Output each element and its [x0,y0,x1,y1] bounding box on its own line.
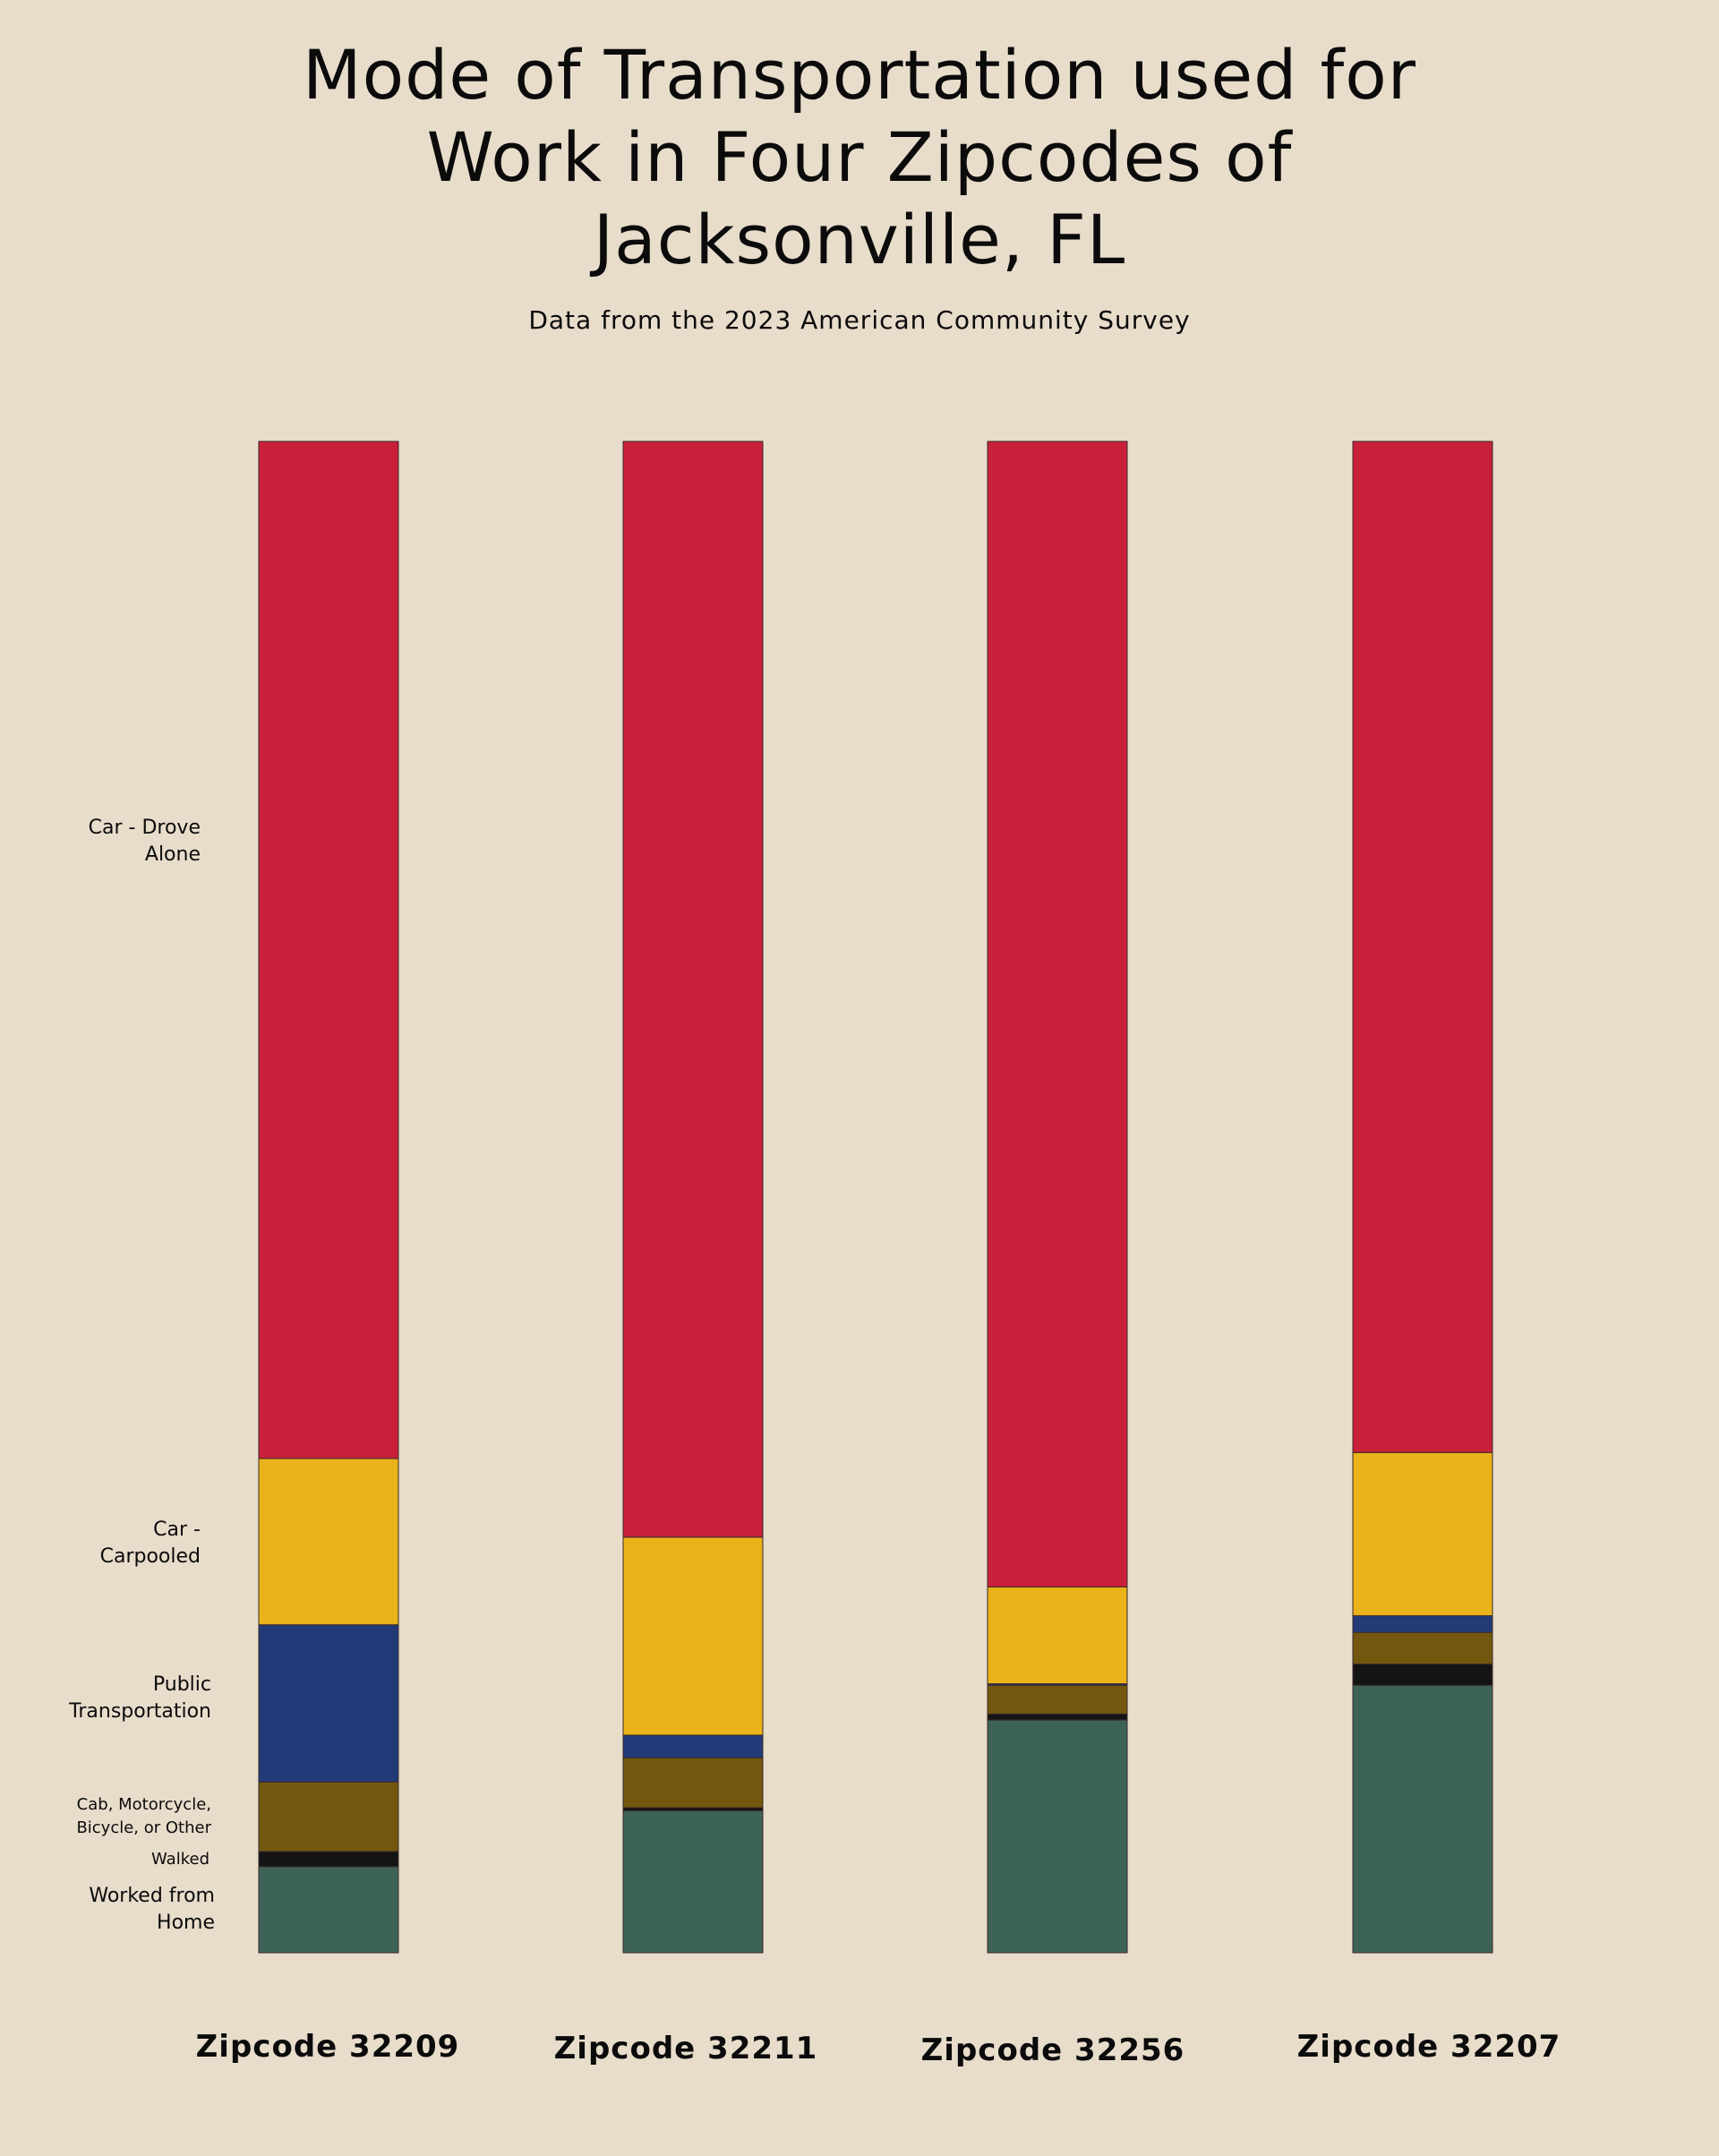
category-label-32207: Zipcode 32207 [1296,2029,1561,2065]
chart-title-line-3: Jacksonville, FL [593,200,1126,279]
bar-segment-4-1 [1352,1684,1493,1954]
bar-segment-4-5 [1352,1451,1493,1617]
bar-segment-2-1 [622,1810,764,1954]
chart-subtitle: Data from the 2023 American Community Su… [528,305,1191,335]
bar-segment-4-2 [1352,1664,1493,1686]
bar-segment-4-6 [1352,441,1493,1453]
bar-segment-3-3 [987,1684,1128,1715]
bar-segment-1-2 [258,1851,399,1868]
segment-label-walked: Walked [151,1850,210,1869]
bar-segment-3-6 [987,441,1128,1588]
segment-label-worked-from-home: Worked from Home [89,1885,215,1934]
bar-segment-1-3 [258,1781,399,1852]
chart-title: Mode of Transportation used for Work in … [0,34,1719,281]
segment-label-drove-alone: Car - Drove Alone [88,817,201,866]
bar-segment-4-3 [1352,1631,1493,1665]
chart-title-line-1: Mode of Transportation used for [303,35,1416,115]
category-label-32256: Zipcode 32256 [920,2032,1185,2068]
bar-segment-1-1 [258,1866,399,1954]
category-label-32211: Zipcode 32211 [553,2031,818,2066]
bar-segment-1-4 [258,1624,399,1783]
segment-label-public-transportation: Public Transportation [69,1673,211,1723]
bar-segment-3-1 [987,1719,1128,1954]
bar-segment-3-5 [987,1587,1128,1685]
chart-title-line-2: Work in Four Zipcodes of [426,117,1293,197]
bar-segment-1-6 [258,441,399,1459]
bar-segment-2-2 [622,1807,764,1811]
category-label-32209: Zipcode 32209 [195,2029,460,2065]
bar-segment-2-4 [622,1734,764,1758]
bar-segment-2-3 [622,1757,764,1809]
bar-segment-3-2 [987,1713,1128,1721]
bar-segment-1-5 [258,1458,399,1626]
bar-segment-4-4 [1352,1615,1493,1633]
segment-label-carpooled: Car - Carpooled [99,1519,201,1568]
bar-segment-2-6 [622,441,764,1538]
segment-label-other: Cab, Motorcycle, Bicycle, or Other [76,1795,211,1837]
bar-segment-2-5 [622,1536,764,1736]
